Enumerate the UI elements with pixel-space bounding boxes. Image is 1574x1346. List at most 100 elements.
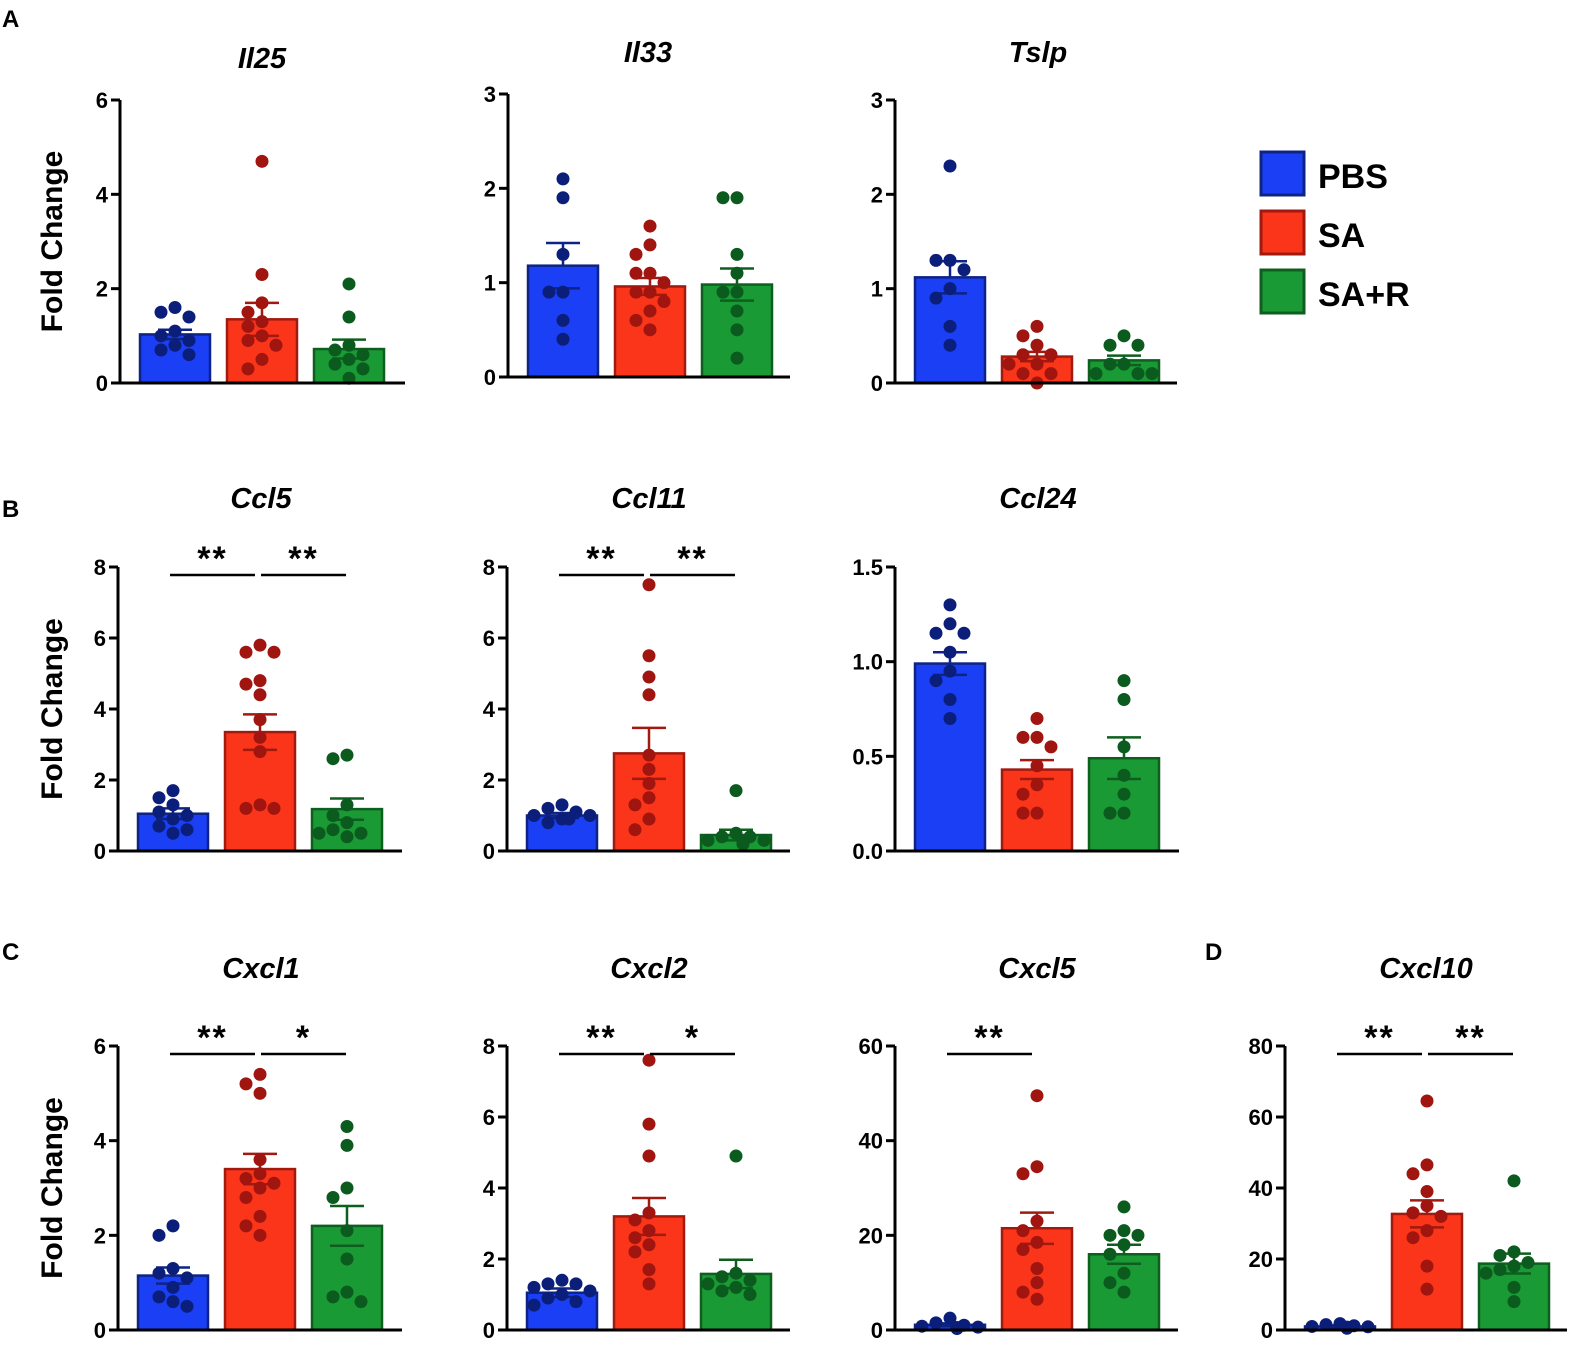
data-point-il25-sa-8 <box>269 338 283 352</box>
data-point-cxcl5-sa-r-1 <box>1117 1224 1131 1238</box>
data-point-ccl11-sa-7 <box>642 791 656 805</box>
data-point-cxcl5-sa-r-4 <box>1117 1238 1131 1252</box>
data-point-cxcl1-pbs-6 <box>152 1290 166 1304</box>
legend-item-sa: SA <box>1259 209 1365 256</box>
data-point-il33-sa-10 <box>629 313 643 327</box>
chart-title-cxcl1: Cxcl1 <box>222 953 299 985</box>
data-point-cxcl2-sa-9 <box>642 1263 656 1277</box>
data-point-cxcl2-pbs-7 <box>569 1295 583 1309</box>
data-point-cxcl5-sa-r-2 <box>1103 1228 1117 1242</box>
data-point-cxcl1-sa-r-7 <box>326 1290 340 1304</box>
data-point-cxcl5-sa-5 <box>1030 1235 1044 1249</box>
data-point-ccl24-sa-2 <box>1016 730 1030 744</box>
data-point-cxcl1-pbs-7 <box>166 1295 180 1309</box>
panel-letter-b: B <box>2 496 19 523</box>
data-point-cxcl5-sa-10 <box>1030 1292 1044 1306</box>
data-point-il25-sa-r-0 <box>342 277 356 291</box>
data-point-cxcl10-sa-r-5 <box>1493 1263 1507 1277</box>
data-point-cxcl2-sa-7 <box>642 1238 656 1252</box>
data-point-ccl5-sa-r-3 <box>326 809 340 822</box>
data-point-il25-sa-0 <box>255 154 269 168</box>
data-point-cxcl1-sa-6 <box>267 1176 281 1190</box>
data-point-ccl5-sa-r-8 <box>340 830 354 844</box>
bar-il25-sa <box>225 318 299 385</box>
data-point-cxcl2-sa-r-2 <box>715 1270 729 1284</box>
data-point-ccl11-pbs-6 <box>562 812 576 826</box>
data-point-cxcl2-pbs-1 <box>541 1277 555 1291</box>
data-point-il33-pbs-2 <box>556 247 570 261</box>
data-point-ccl24-sa-6 <box>1016 787 1030 801</box>
chart-ccl5: Ccl5 Fold Change 0 2 4 6 8 ** ** <box>36 483 402 864</box>
data-point-ccl24-sa-7 <box>1030 806 1044 820</box>
data-point-cxcl5-pbs-1 <box>929 1316 943 1330</box>
data-point-ccl11-pbs-4 <box>583 809 597 822</box>
y-tick-label-il33-1: 1 <box>484 271 496 296</box>
data-point-cxcl2-sa-2 <box>642 1149 656 1163</box>
data-point-tslp-sa-3 <box>1016 348 1030 362</box>
y-tick-label-cxcl5-3: 60 <box>859 1034 883 1059</box>
data-point-cxcl1-sa-r-1 <box>340 1138 354 1152</box>
y-tick-label-cxcl2-4: 8 <box>483 1034 495 1059</box>
data-point-tslp-pbs-3 <box>957 263 971 277</box>
data-point-tslp-pbs-6 <box>943 319 957 333</box>
y-tick-label-cxcl10-2: 40 <box>1249 1176 1273 1201</box>
data-point-tslp-pbs-0 <box>943 159 957 173</box>
sig-label-cxcl10-0: ** <box>1364 1019 1394 1057</box>
y-tick-label-cxcl1-1: 2 <box>94 1223 106 1248</box>
y-tick-label-cxcl1-2: 4 <box>94 1129 107 1154</box>
data-point-il25-sa-7 <box>241 334 255 348</box>
data-point-ccl24-pbs-1 <box>943 617 957 631</box>
data-point-tslp-pbs-1 <box>943 253 957 267</box>
data-point-cxcl10-pbs-8 <box>1340 1321 1354 1335</box>
chart-title-cxcl2: Cxcl2 <box>610 953 687 985</box>
data-point-il33-pbs-3 <box>556 285 570 299</box>
sig-label-cxcl2-0: ** <box>586 1019 616 1057</box>
chart-cxcl10: Cxcl10 0 20 40 60 80 ** ** <box>1249 953 1567 1343</box>
data-point-il25-sa-r-3 <box>328 343 342 357</box>
data-point-cxcl1-sa-r-6 <box>340 1285 354 1299</box>
data-point-cxcl2-sa-6 <box>628 1231 642 1245</box>
data-point-cxcl10-sa-r-0 <box>1507 1174 1521 1188</box>
data-point-cxcl5-sa-9 <box>1016 1285 1030 1299</box>
chart-title-tslp: Tslp <box>1009 37 1068 69</box>
data-point-ccl24-sa-3 <box>1044 740 1058 754</box>
y-tick-label-cxcl10-0: 0 <box>1261 1318 1273 1343</box>
y-tick-label-tslp-3: 3 <box>871 88 883 113</box>
y-tick-label-ccl5-3: 6 <box>94 626 106 651</box>
data-point-ccl5-sa-r-2 <box>340 798 354 812</box>
data-point-ccl24-sa-r-5 <box>1117 806 1131 820</box>
data-point-il33-sa-0 <box>643 219 657 233</box>
y-tick-label-cxcl1-0: 0 <box>94 1318 106 1343</box>
data-point-il33-sa-r-5 <box>716 285 730 299</box>
data-point-cxcl1-sa-4 <box>253 1167 267 1181</box>
sig-label-ccl5-1: ** <box>288 540 318 578</box>
data-point-ccl5-pbs-2 <box>166 798 180 812</box>
data-point-cxcl2-pbs-3 <box>527 1280 541 1294</box>
data-point-cxcl10-sa-r-4 <box>1507 1259 1521 1273</box>
bar-ccl24-pbs <box>913 662 987 853</box>
data-point-il25-sa-r-6 <box>328 357 342 371</box>
data-point-ccl11-sa-6 <box>642 777 656 791</box>
panel-letter-d: D <box>1205 939 1222 966</box>
y-tick-label-ccl24-0: 0.0 <box>852 839 883 864</box>
data-point-il25-sa-3 <box>241 305 255 319</box>
data-point-il33-pbs-6 <box>556 332 570 346</box>
data-point-il33-sa-r-4 <box>730 285 744 299</box>
data-point-il25-pbs-0 <box>168 301 182 315</box>
legend-swatch-sa <box>1259 209 1306 256</box>
data-point-cxcl2-sa-10 <box>642 1277 656 1291</box>
charts-container: Il25 Fold Change 0 2 4 6 Il33 0 1 2 3 Tslp 0 1 2 3 Ccl5 F… <box>36 37 1567 1343</box>
data-point-tslp-sa-2 <box>1030 338 1044 352</box>
y-tick-label-il33-3: 3 <box>484 82 496 107</box>
data-point-cxcl5-sa-0 <box>1030 1089 1044 1103</box>
data-point-il33-pbs-4 <box>542 285 556 299</box>
data-point-tslp-pbs-2 <box>929 253 943 267</box>
data-point-cxcl10-sa-3 <box>1420 1185 1434 1199</box>
data-point-il25-sa-5 <box>241 319 255 333</box>
y-tick-label-ccl24-1: 0.5 <box>852 744 883 769</box>
data-point-ccl5-sa-6 <box>253 713 267 727</box>
data-point-cxcl2-pbs-5 <box>555 1288 569 1301</box>
y-axis-label-il25: Fold Change <box>36 151 69 333</box>
data-point-tslp-sa-0 <box>1030 319 1044 333</box>
data-point-ccl24-sa-r-0 <box>1117 674 1131 688</box>
